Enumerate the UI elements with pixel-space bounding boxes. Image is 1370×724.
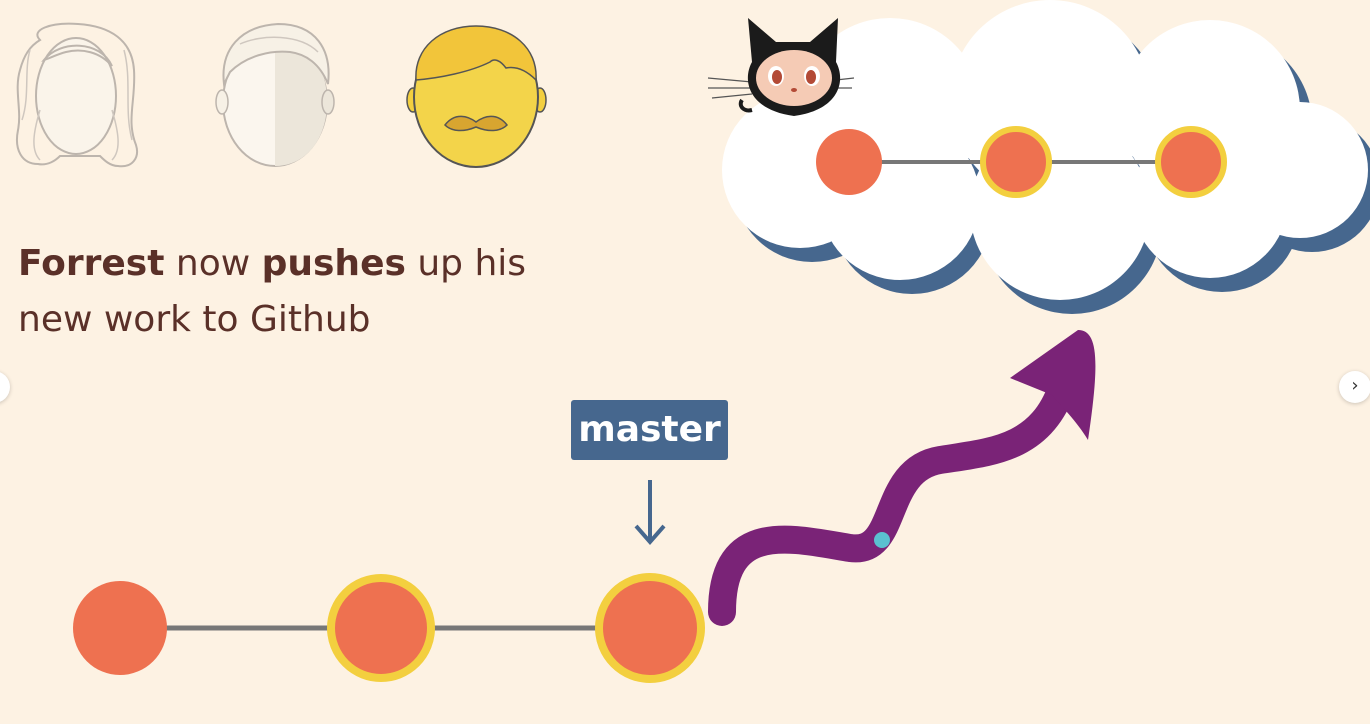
prev-slide-button[interactable]: ‹: [0, 371, 10, 403]
remote-commit-graph: [816, 126, 1227, 198]
remote-commit-new: [980, 126, 1052, 198]
caption-name: Forrest: [18, 243, 165, 284]
local-commit: [73, 581, 167, 675]
next-slide-button[interactable]: ›: [1339, 371, 1370, 403]
remote-commit-new: [1155, 126, 1227, 198]
avatar-woman-icon: [16, 22, 138, 168]
caption-text: now: [164, 243, 262, 284]
caption-verb: pushes: [261, 243, 406, 284]
avatar-man-icon: [215, 22, 335, 167]
master-pointer-arrow-icon: [634, 480, 666, 546]
local-commit-new: [595, 573, 705, 683]
avatar-forrest-icon: [406, 25, 547, 168]
remote-commit: [816, 129, 882, 195]
branch-label-master: master: [571, 400, 728, 460]
cursor-dot: [874, 532, 890, 548]
caption-text: up his: [405, 243, 527, 284]
local-commit-new: [327, 574, 435, 682]
github-octocat-icon: [707, 18, 855, 116]
caption: Forrest now pushes up his new work to Gi…: [18, 236, 538, 348]
local-commit-graph: [73, 573, 705, 683]
caption-line-1: Forrest now pushes up his: [18, 236, 538, 292]
caption-line-2: new work to Github: [18, 299, 371, 340]
push-arrow-icon: [708, 330, 1096, 626]
